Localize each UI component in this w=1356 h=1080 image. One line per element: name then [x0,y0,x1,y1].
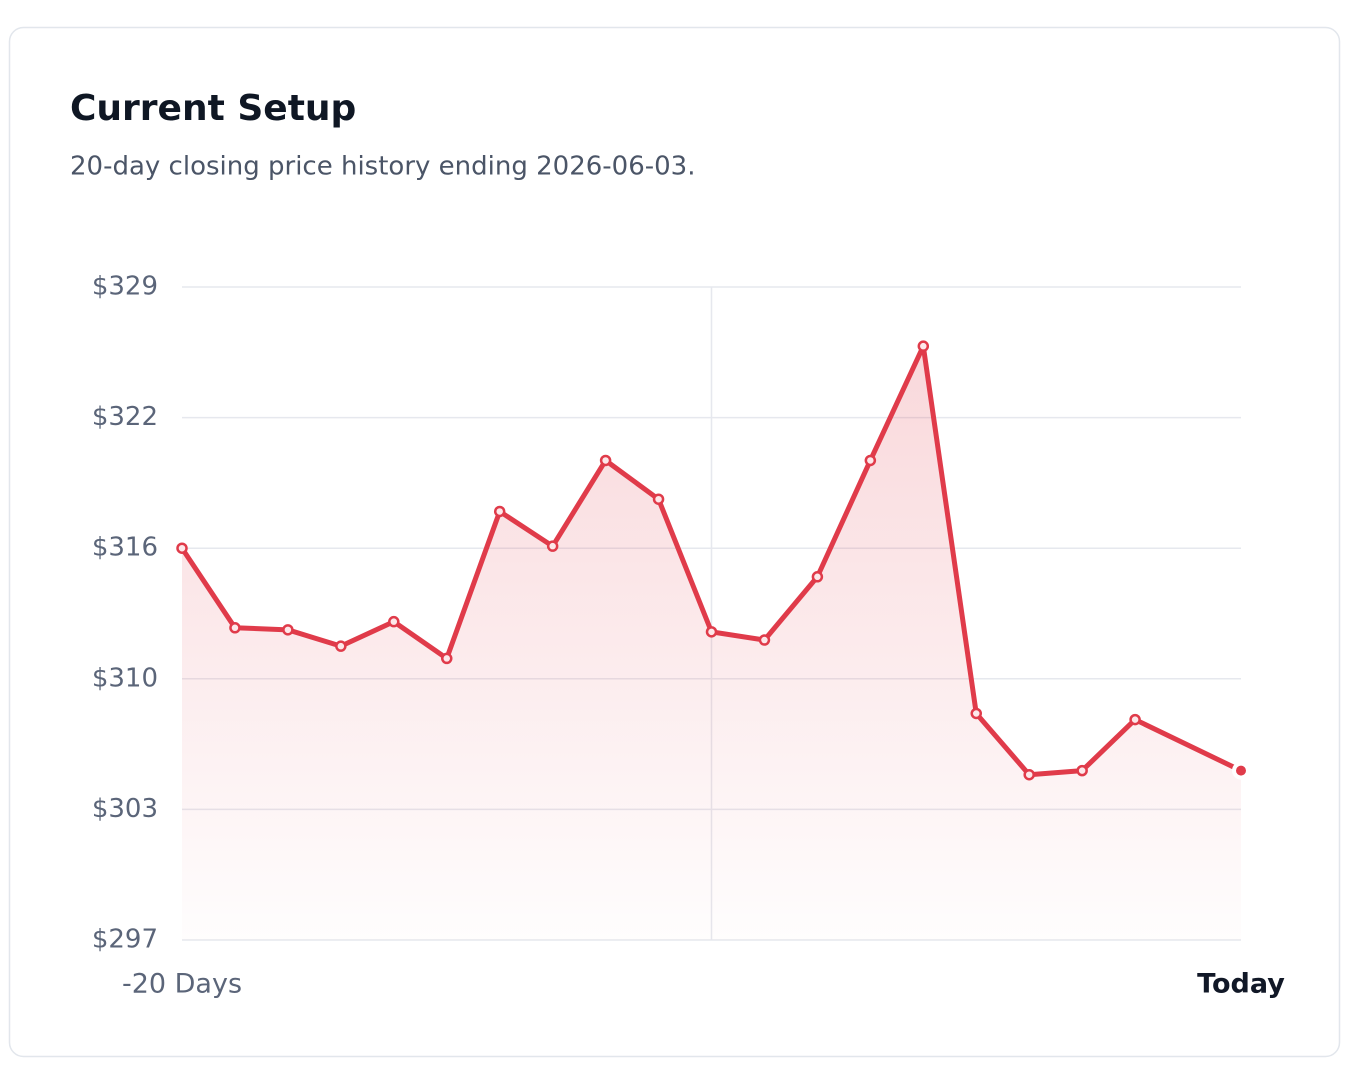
point [864,454,877,467]
point [229,622,241,634]
y-tick-label: $329 [92,272,158,302]
y-tick-label: $303 [92,794,158,824]
point [1129,713,1141,726]
point [917,340,930,352]
point [1023,768,1035,781]
point [705,626,718,638]
point [546,540,559,552]
y-tick-label: $316 [92,533,158,563]
point [441,652,453,665]
chart-subtitle: 20-day closing price history ending 2026… [70,152,695,182]
y-tick-label: $322 [92,402,158,432]
y-tick-label: $297 [92,925,158,955]
point [1076,764,1088,777]
x-tick-label: -20 Days [122,969,242,1000]
point [335,640,347,652]
chart-title: Current Setup [70,88,356,129]
point [282,624,294,636]
point [599,454,612,467]
point [970,707,982,720]
point [176,542,188,554]
point [758,634,771,646]
point [388,615,400,628]
y-tick-label: $310 [92,663,158,693]
point [493,505,506,518]
area [182,346,1241,941]
line [179,343,1243,778]
point [1232,761,1250,780]
point [652,493,665,505]
x-tick-label: Today [1197,969,1285,1000]
point [811,571,824,583]
